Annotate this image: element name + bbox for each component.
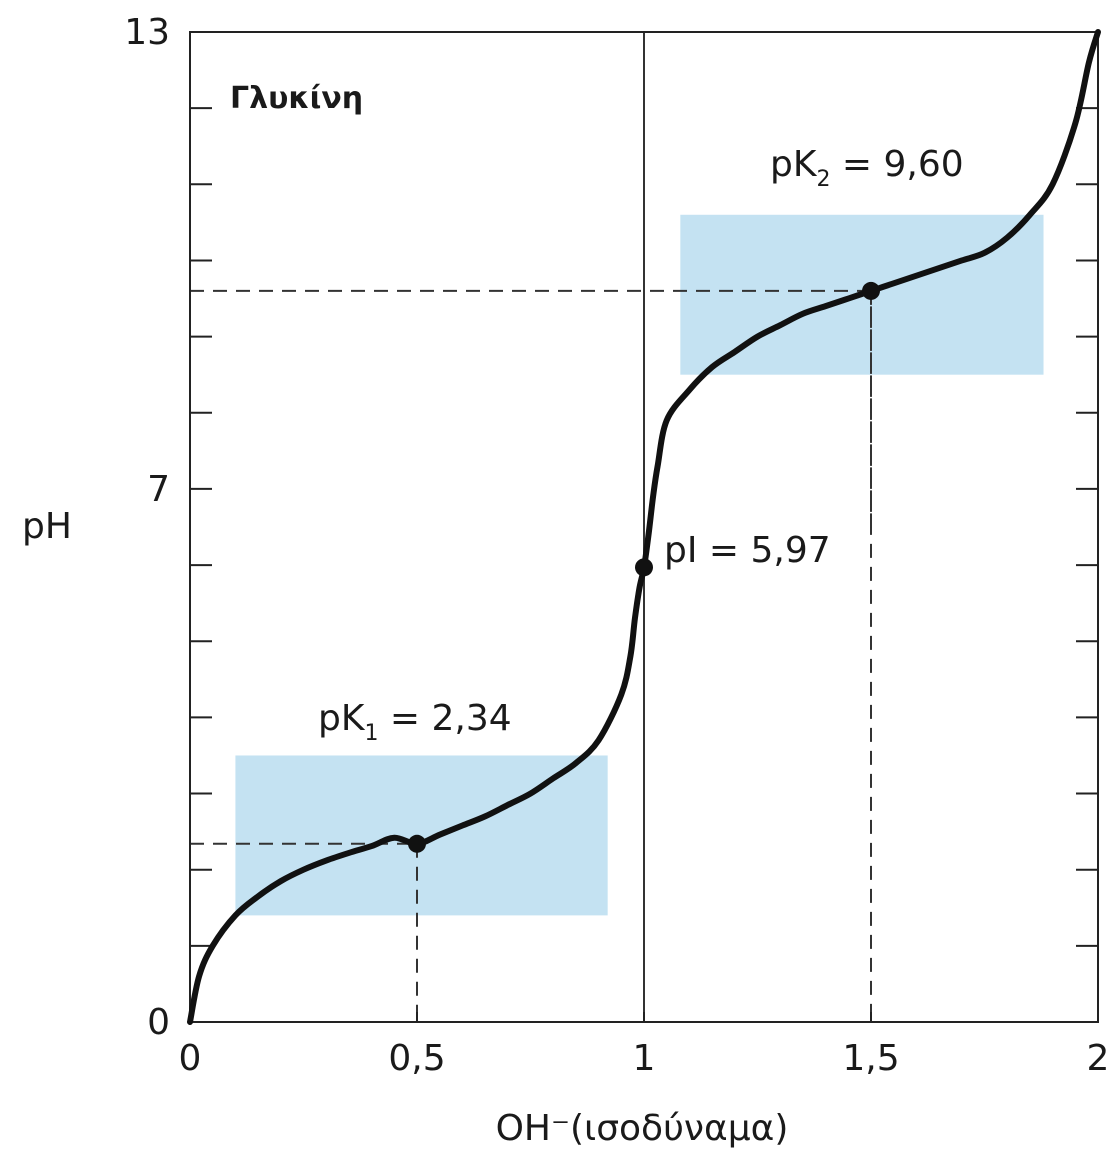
x-tick-label: 0: [179, 1038, 202, 1079]
key-point-1: [408, 834, 426, 853]
pi-annotation: pI = 5,97: [664, 530, 831, 571]
key-point-3: [862, 281, 880, 300]
pk1-subscript: 1: [364, 721, 378, 746]
pk2-subscript: 2: [816, 167, 830, 192]
chart-title: Γλυκίνη: [230, 81, 363, 116]
x-tick-label: 1: [633, 1038, 656, 1079]
x-tick-label: 2: [1087, 1038, 1110, 1079]
pk2-value: = 9,60: [830, 144, 963, 185]
pk1-value: = 2,34: [378, 698, 511, 739]
tick-labels: 0 7 13 0 0,5 1 1,5 2: [124, 12, 1109, 1079]
key-point-2: [635, 558, 653, 577]
y-tick-label: 7: [147, 469, 170, 510]
pk1-text: pK: [318, 698, 366, 739]
y-axis-label: pH: [22, 506, 72, 547]
pk1-annotation: pK1 = 2,34: [318, 698, 512, 746]
x-axis-label: OH⁻(ισοδύναμα): [496, 1108, 789, 1149]
pk2-annotation: pK2 = 9,60: [770, 144, 964, 192]
y-tick-label: 13: [124, 12, 170, 53]
y-tick-label: 0: [147, 1002, 170, 1043]
x-tick-label: 1,5: [842, 1038, 899, 1079]
x-tick-label: 0,5: [388, 1038, 445, 1079]
pk2-text: pK: [770, 144, 818, 185]
key-points: [408, 281, 880, 853]
